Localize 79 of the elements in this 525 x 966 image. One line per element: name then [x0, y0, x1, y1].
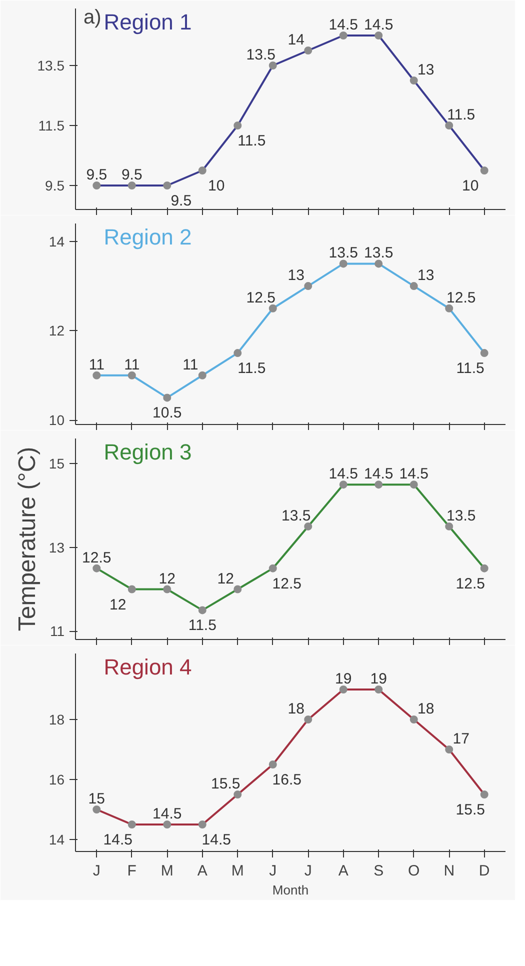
chart-title: Region 3: [104, 440, 192, 464]
x-axis-title: Month: [272, 882, 309, 898]
y-tick-label: 13.5: [37, 58, 65, 74]
data-label: 13: [288, 267, 304, 284]
y-axis-title: Temperature (°C): [14, 446, 41, 632]
x-tick-label: O: [408, 862, 420, 880]
data-label: 18: [288, 700, 304, 718]
y-tick-label: 16: [48, 772, 65, 788]
y-tick-label: 11.5: [38, 118, 65, 134]
x-tick-label: F: [127, 862, 136, 880]
x-tick-label: J: [304, 862, 312, 880]
data-label: 11.5: [188, 617, 216, 634]
y-tick-label: 13: [48, 539, 65, 556]
data-label: 14.5: [399, 466, 428, 483]
data-label: 9.5: [170, 192, 192, 210]
data-label: 10: [208, 178, 225, 194]
x-tick-label: A: [197, 862, 208, 880]
data-label: 9.5: [121, 166, 142, 184]
data-label: 11.5: [456, 360, 484, 378]
data-label: 12.5: [446, 289, 476, 306]
chart-title: Region 4: [104, 654, 192, 680]
chart-title: Region 2: [104, 224, 192, 250]
data-label: 18: [418, 700, 434, 718]
data-label: 12.5: [246, 289, 276, 306]
x-tick-label: S: [374, 862, 384, 880]
data-label: 19: [370, 670, 387, 688]
data-label: 11: [182, 356, 198, 374]
data-label: 12: [110, 596, 126, 614]
data-label: 14: [288, 32, 304, 48]
y-tick-label: 14: [48, 832, 65, 848]
data-label: 15: [88, 790, 105, 808]
data-label: 12.5: [82, 549, 112, 566]
data-label: 19: [335, 670, 352, 688]
x-tick-label: J: [92, 862, 100, 880]
data-label: 10.5: [152, 404, 182, 422]
data-label: 14.5: [364, 466, 394, 483]
data-label: 12.5: [456, 575, 485, 592]
data-label: 10: [462, 178, 479, 194]
y-tick-label: 14: [48, 233, 65, 250]
data-label: 15.5: [211, 776, 240, 792]
data-label: 11.5: [238, 360, 266, 378]
y-tick-label: 11: [50, 623, 65, 640]
y-tick-label: 12: [48, 322, 65, 339]
x-tick-label: A: [338, 862, 348, 880]
y-tick-label: 9.5: [45, 178, 65, 194]
x-tick-label: M: [231, 862, 244, 880]
data-label: 14.5: [152, 806, 182, 822]
data-label: 14.5: [364, 16, 394, 34]
data-label: 14.5: [103, 832, 132, 848]
data-label: 12: [158, 570, 176, 588]
y-tick-label: 18: [48, 712, 65, 728]
data-label: 15.5: [456, 802, 485, 818]
data-label: 13.5: [364, 244, 394, 262]
annotation: a): [84, 6, 102, 28]
data-label: 17: [452, 730, 470, 748]
data-label: 11.5: [447, 106, 476, 124]
data-label: 13: [418, 62, 434, 78]
data-label: 13.5: [328, 244, 358, 262]
y-tick-label: 15: [48, 456, 65, 472]
x-tick-label: J: [269, 862, 277, 880]
data-label: 14.5: [328, 16, 358, 34]
data-label: 14.5: [202, 832, 231, 848]
data-label: 13.5: [446, 507, 476, 524]
x-tick-label: M: [160, 862, 174, 880]
data-label: 11.5: [238, 132, 266, 150]
x-tick-label: N: [444, 862, 455, 880]
x-tick-label: D: [478, 862, 490, 880]
data-label: 13.5: [282, 507, 311, 524]
data-label: 9.5: [86, 166, 108, 184]
data-label: 12.5: [272, 575, 302, 592]
data-label: 12: [217, 570, 234, 588]
data-label: 13: [418, 267, 434, 284]
chart-title: Region 1: [104, 10, 192, 34]
data-label: 14.5: [328, 466, 358, 483]
data-label: 16.5: [272, 772, 302, 788]
data-label: 11: [124, 356, 140, 374]
y-tick-label: 10: [48, 412, 65, 428]
data-label: 13.5: [246, 46, 276, 64]
data-label: 11: [88, 356, 104, 374]
